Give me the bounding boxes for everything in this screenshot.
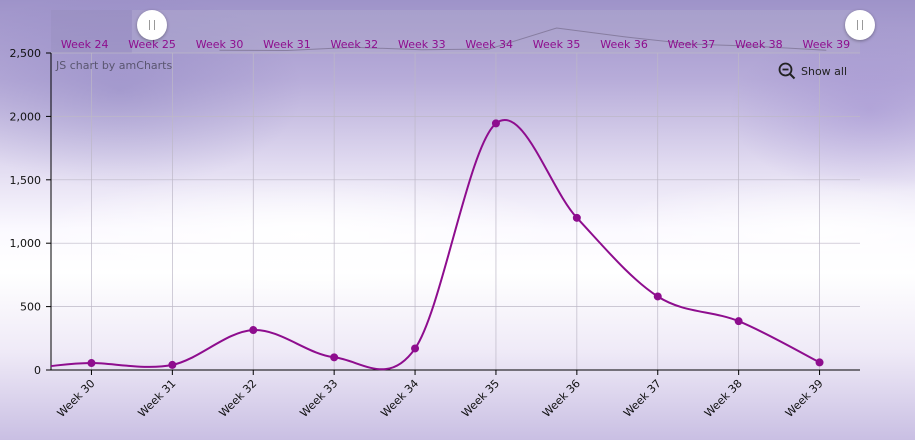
y-tick-label: 1,500 bbox=[10, 174, 42, 187]
data-point[interactable] bbox=[87, 359, 96, 368]
grip-icon bbox=[148, 20, 155, 30]
y-tick-label: 1,000 bbox=[10, 237, 42, 250]
show-all-button[interactable]: Show all bbox=[778, 61, 847, 81]
data-point[interactable] bbox=[330, 353, 339, 362]
scrollbar-preview-line bbox=[219, 27, 827, 52]
show-all-label: Show all bbox=[801, 64, 848, 78]
scrollbar-label: Week 32 bbox=[331, 38, 379, 51]
scrollbar-label: Week 33 bbox=[398, 38, 446, 51]
y-tick-label: 500 bbox=[20, 301, 41, 314]
scrollbar-start-grip[interactable] bbox=[136, 10, 167, 40]
chart-credit-link[interactable]: JS chart by amCharts bbox=[56, 59, 173, 72]
data-point[interactable] bbox=[249, 326, 258, 335]
scrollbar-label: Week 36 bbox=[600, 38, 648, 51]
x-tick-label: Week 31 bbox=[136, 377, 179, 420]
x-tick-label: Week 35 bbox=[459, 377, 502, 420]
scrollbar-end-grip[interactable] bbox=[845, 10, 875, 40]
x-tick-label: Week 39 bbox=[783, 377, 826, 420]
scrollbar-label: Week 31 bbox=[263, 38, 311, 51]
x-tick-label: Week 33 bbox=[297, 377, 340, 420]
y-tick-label: 2,000 bbox=[10, 110, 42, 123]
series-line bbox=[50, 119, 821, 371]
chart-series bbox=[50, 119, 824, 371]
x-tick-label: Week 34 bbox=[378, 377, 421, 420]
data-point[interactable] bbox=[411, 344, 420, 353]
scrollbar-label: Week 25 bbox=[128, 38, 176, 51]
chart-axes: 0 500 1,000 1,500 2,000 2,500 Week 30 Week 31 We… bbox=[10, 47, 860, 420]
grip-icon bbox=[857, 20, 863, 30]
data-point[interactable] bbox=[815, 358, 824, 367]
x-tick-label: Week 38 bbox=[702, 377, 745, 420]
x-tick-label: Week 37 bbox=[621, 377, 664, 420]
scrollbar-label: Week 24 bbox=[61, 38, 109, 51]
scrollbar-label: Week 38 bbox=[735, 38, 783, 51]
data-point[interactable] bbox=[491, 119, 500, 128]
y-tick-label: 2,500 bbox=[10, 47, 42, 60]
data-point[interactable] bbox=[734, 317, 743, 326]
scrollbar-label: Week 39 bbox=[802, 38, 850, 51]
data-point[interactable] bbox=[572, 213, 581, 222]
scrollbar[interactable]: Week 24 Week 25 Week 30 Week 31 Week 32 Week … bbox=[51, 10, 860, 53]
scrollbar-label: Week 34 bbox=[465, 38, 513, 51]
scrollbar-label: Week 30 bbox=[196, 38, 244, 51]
scrollbar-track[interactable] bbox=[51, 10, 860, 53]
x-tick-label: Week 32 bbox=[216, 377, 259, 420]
y-tick-label: 0 bbox=[34, 364, 41, 377]
data-point[interactable] bbox=[168, 360, 177, 369]
zoom-out-icon bbox=[778, 62, 796, 80]
x-tick-label: Week 36 bbox=[540, 377, 583, 420]
x-tick-label: Week 30 bbox=[55, 377, 98, 420]
scrollbar-label: Week 37 bbox=[668, 38, 716, 51]
data-point[interactable] bbox=[653, 292, 662, 301]
scrollbar-label: Week 35 bbox=[533, 38, 581, 51]
